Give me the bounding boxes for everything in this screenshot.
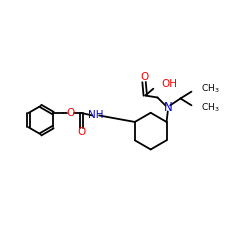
Text: OH: OH [162,79,178,89]
Text: NH: NH [88,110,104,120]
Text: O: O [78,127,86,137]
Text: CH$_3$: CH$_3$ [201,83,220,96]
Text: N: N [164,101,172,114]
Text: O: O [140,72,148,82]
Text: CH$_3$: CH$_3$ [201,101,220,114]
Text: O: O [66,108,75,118]
